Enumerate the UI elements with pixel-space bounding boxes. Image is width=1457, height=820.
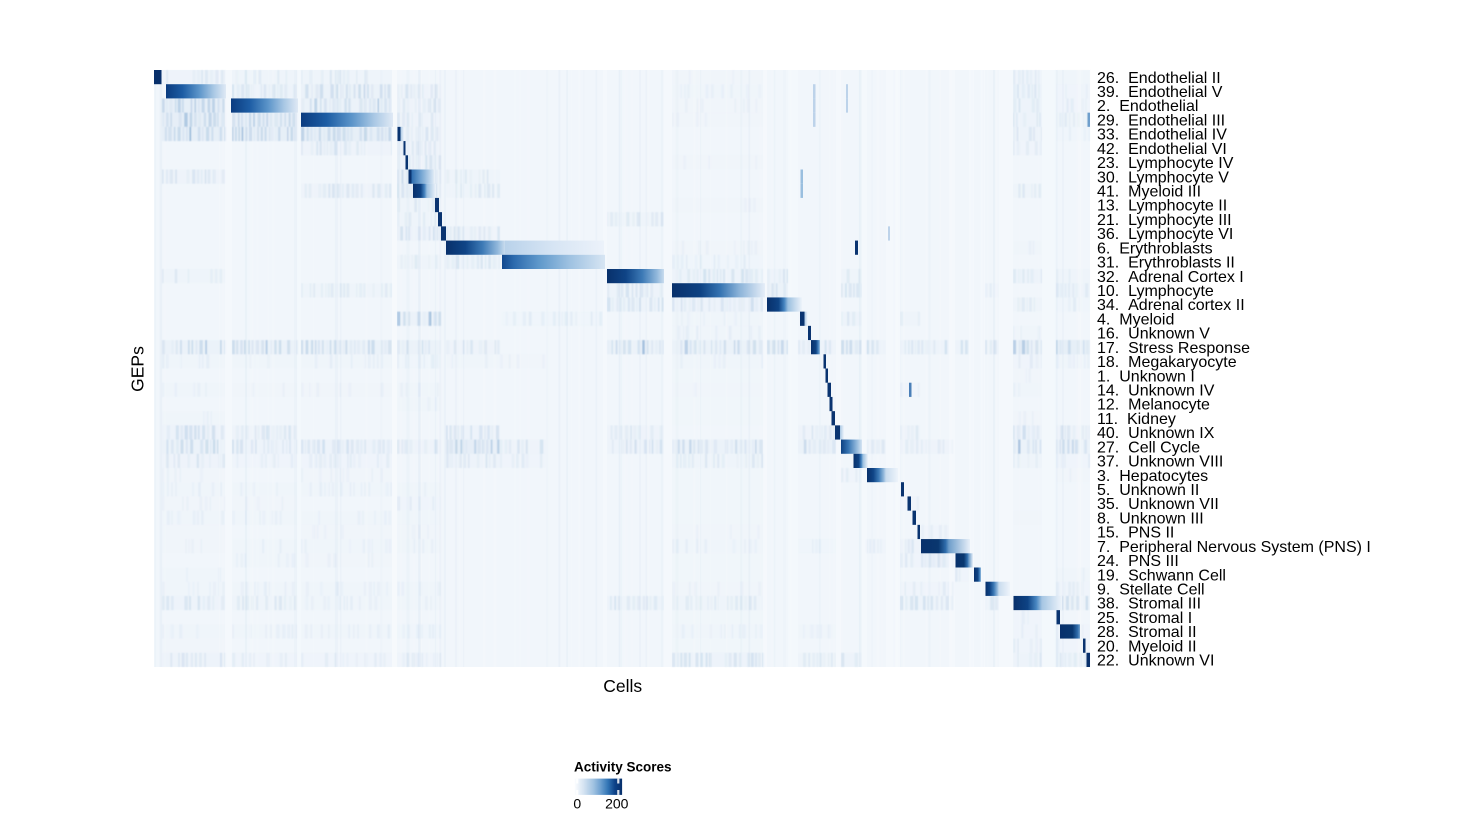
svg-text:22. Unknown VI: 22. Unknown VI	[1097, 653, 1214, 670]
svg-text:2. Endothelial: 2. Endothelial	[1097, 98, 1198, 115]
svg-text:12. Melanocyte: 12. Melanocyte	[1097, 397, 1210, 414]
svg-text:33. Endothelial IV: 33. Endothelial IV	[1097, 127, 1227, 144]
svg-text:41. Myeloid III: 41. Myeloid III	[1097, 184, 1201, 201]
svg-text:14. Unknown IV: 14. Unknown IV	[1097, 383, 1215, 400]
svg-text:13. Lymphocyte II: 13. Lymphocyte II	[1097, 198, 1227, 215]
svg-text:35. Unknown VII: 35. Unknown VII	[1097, 496, 1219, 513]
svg-text:18. Megakaryocyte: 18. Megakaryocyte	[1097, 354, 1237, 371]
svg-text:32. Adrenal Cortex I: 32. Adrenal Cortex I	[1097, 269, 1244, 286]
svg-text:25. Stromal I: 25. Stromal I	[1097, 610, 1192, 627]
svg-text:42. Endothelial VI: 42. Endothelial VI	[1097, 141, 1227, 158]
svg-text:Cells: Cells	[603, 676, 642, 696]
svg-text:28. Stromal II: 28. Stromal II	[1097, 624, 1197, 641]
svg-text:GEPs: GEPs	[128, 346, 148, 392]
svg-text:34. Adrenal cortex II: 34. Adrenal cortex II	[1097, 297, 1245, 314]
svg-text:5. Unknown II: 5. Unknown II	[1097, 482, 1199, 499]
svg-text:Activity Scores: Activity Scores	[574, 759, 672, 774]
svg-text:9. Stellate Cell: 9. Stellate Cell	[1097, 582, 1205, 599]
svg-text:23. Lymphocyte IV: 23. Lymphocyte IV	[1097, 155, 1234, 172]
svg-text:19. Schwann Cell: 19. Schwann Cell	[1097, 567, 1226, 584]
svg-text:1. Unknown I: 1. Unknown I	[1097, 368, 1195, 385]
svg-text:36. Lymphocyte VI: 36. Lymphocyte VI	[1097, 226, 1233, 243]
svg-text:31. Erythroblasts II: 31. Erythroblasts II	[1097, 255, 1235, 272]
svg-text:8. Unknown III: 8. Unknown III	[1097, 510, 1204, 527]
svg-text:39. Endothelial V: 39. Endothelial V	[1097, 84, 1223, 101]
svg-text:15. PNS II: 15. PNS II	[1097, 525, 1174, 542]
svg-text:4. Myeloid: 4. Myeloid	[1097, 311, 1174, 328]
svg-text:24. PNS III: 24. PNS III	[1097, 553, 1179, 570]
svg-text:29. Endothelial III: 29. Endothelial III	[1097, 112, 1225, 129]
svg-text:0: 0	[573, 796, 581, 812]
svg-text:3. Hepatocytes: 3. Hepatocytes	[1097, 468, 1208, 485]
svg-text:10. Lymphocyte: 10. Lymphocyte	[1097, 283, 1214, 300]
svg-text:40. Unknown IX: 40. Unknown IX	[1097, 425, 1215, 442]
svg-text:37. Unknown VIII: 37. Unknown VIII	[1097, 454, 1223, 471]
svg-text:26. Endothelial II: 26. Endothelial II	[1097, 70, 1221, 87]
svg-text:200: 200	[605, 796, 629, 812]
svg-text:16. Unknown V: 16. Unknown V	[1097, 326, 1210, 343]
svg-text:30. Lymphocyte V: 30. Lymphocyte V	[1097, 169, 1229, 186]
svg-text:6. Erythroblasts: 6. Erythroblasts	[1097, 240, 1213, 257]
svg-text:11. Kidney: 11. Kidney	[1097, 411, 1176, 428]
svg-text:17. Stress Response: 17. Stress Response	[1097, 340, 1250, 357]
svg-text:27. Cell Cycle: 27. Cell Cycle	[1097, 439, 1200, 456]
svg-text:21. Lymphocyte III: 21. Lymphocyte III	[1097, 212, 1232, 229]
svg-text:20. Myeloid II: 20. Myeloid II	[1097, 638, 1197, 655]
svg-text:38. Stromal III: 38. Stromal III	[1097, 596, 1201, 613]
svg-text:7. Peripheral Nervous System: 7. Peripheral Nervous System (PNS) I	[1097, 539, 1371, 556]
